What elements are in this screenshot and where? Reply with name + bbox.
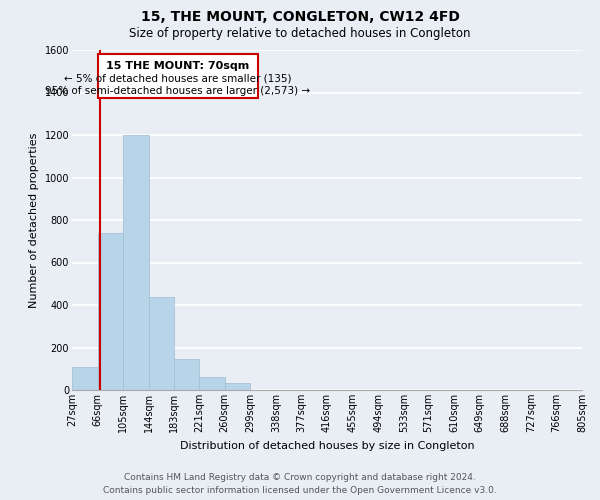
- Bar: [149, 296, 174, 390]
- FancyBboxPatch shape: [98, 54, 257, 98]
- Bar: [72, 366, 98, 390]
- Bar: [199, 378, 225, 390]
- Text: 95% of semi-detached houses are larger (2,573) →: 95% of semi-detached houses are larger (…: [45, 86, 310, 96]
- Text: Size of property relative to detached houses in Congleton: Size of property relative to detached ho…: [129, 28, 471, 40]
- Bar: [225, 382, 250, 390]
- X-axis label: Distribution of detached houses by size in Congleton: Distribution of detached houses by size …: [179, 440, 475, 450]
- Bar: [98, 233, 123, 390]
- Text: Contains HM Land Registry data © Crown copyright and database right 2024.
Contai: Contains HM Land Registry data © Crown c…: [103, 474, 497, 495]
- Bar: [174, 359, 199, 390]
- Text: 15 THE MOUNT: 70sqm: 15 THE MOUNT: 70sqm: [106, 61, 249, 71]
- Bar: [123, 135, 149, 390]
- Y-axis label: Number of detached properties: Number of detached properties: [29, 132, 39, 308]
- Text: 15, THE MOUNT, CONGLETON, CW12 4FD: 15, THE MOUNT, CONGLETON, CW12 4FD: [140, 10, 460, 24]
- Text: ← 5% of detached houses are smaller (135): ← 5% of detached houses are smaller (135…: [64, 74, 291, 84]
